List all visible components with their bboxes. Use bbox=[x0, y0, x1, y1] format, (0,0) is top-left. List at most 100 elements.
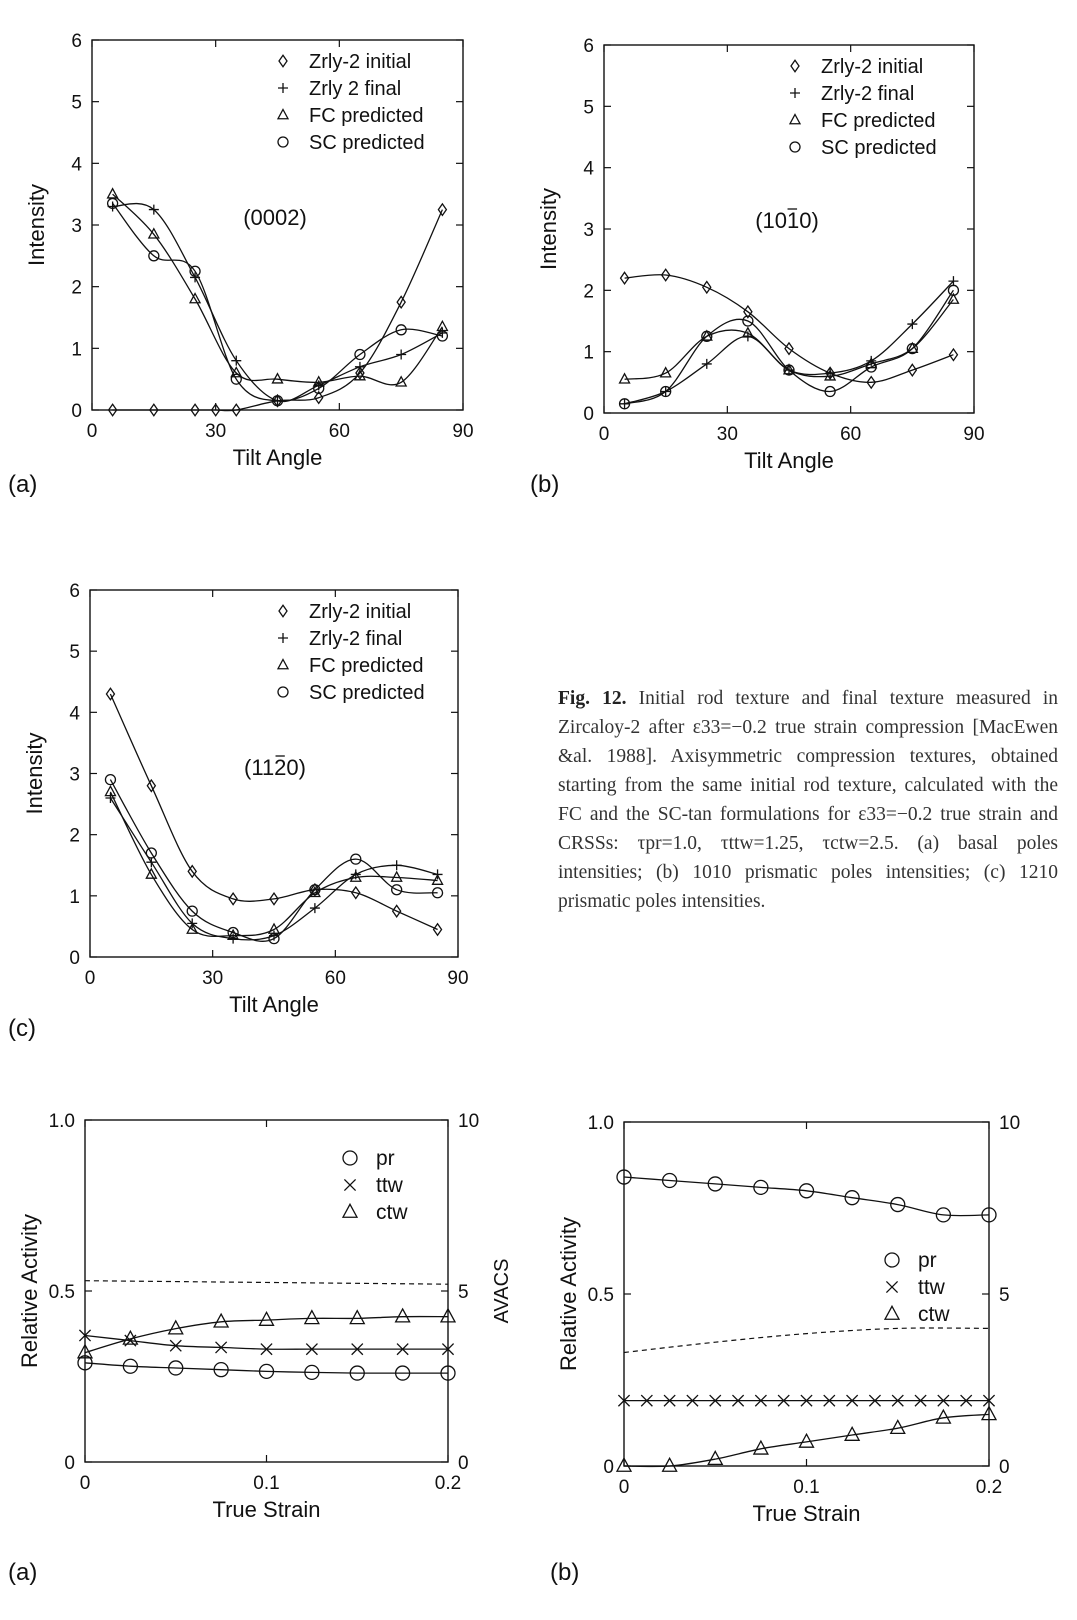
series-line-3 bbox=[109, 779, 438, 942]
legend-label: FC predicted bbox=[309, 655, 424, 677]
data-point-plus bbox=[148, 204, 159, 215]
data-point-cross bbox=[914, 1394, 927, 1407]
data-point-plus bbox=[146, 857, 157, 868]
data-point-diamond bbox=[231, 403, 242, 417]
series-line-0 bbox=[624, 274, 954, 383]
data-point-circle bbox=[104, 773, 117, 786]
data-point-cross bbox=[891, 1394, 904, 1407]
y-tick-label: 0.5 bbox=[49, 1282, 75, 1303]
data-point-triangle bbox=[76, 1343, 94, 1359]
x-tick-label: 90 bbox=[447, 968, 468, 989]
legend-label: ctw bbox=[918, 1303, 950, 1326]
legend-marker-diamond bbox=[790, 59, 800, 73]
data-point-cross bbox=[732, 1394, 745, 1407]
data-point-circle bbox=[227, 926, 239, 939]
data-point-triangle bbox=[104, 784, 117, 797]
caption-text: Initial rod texture and final texture me… bbox=[558, 688, 1058, 912]
data-point-cross bbox=[78, 1329, 92, 1342]
data-point-circle bbox=[981, 1207, 997, 1223]
x-tick-label: 30 bbox=[202, 968, 223, 989]
y-axis-label: Relative Activity bbox=[17, 1214, 42, 1368]
data-point-triangle bbox=[752, 1439, 769, 1455]
data-point-circle bbox=[395, 324, 407, 336]
data-point-triangle bbox=[167, 1319, 184, 1335]
legend-label: Zrly-2 initial bbox=[821, 56, 923, 78]
data-point-diamond bbox=[619, 271, 630, 285]
y-tick-label: 4 bbox=[583, 159, 594, 180]
data-point-triangle bbox=[935, 1408, 952, 1424]
data-point-circle bbox=[947, 284, 960, 296]
data-point-circle bbox=[309, 884, 321, 896]
panel-label: (a) bbox=[8, 471, 37, 498]
y2-tick-label: 0 bbox=[999, 1457, 1010, 1478]
data-point-diamond bbox=[396, 295, 406, 309]
data-point-cross bbox=[305, 1343, 318, 1356]
data-point-triangle bbox=[659, 366, 672, 378]
x-tick-label: 30 bbox=[205, 421, 226, 442]
y2-axis-label: AVACS bbox=[491, 1259, 513, 1324]
data-point-triangle bbox=[700, 329, 713, 341]
data-point-cross bbox=[960, 1394, 973, 1407]
legend-marker-plus bbox=[278, 83, 288, 93]
y2-tick-label: 5 bbox=[458, 1282, 469, 1303]
data-point-triangle bbox=[395, 375, 408, 387]
legend-label: Zrly-2 initial bbox=[309, 51, 411, 73]
data-point-triangle bbox=[188, 292, 202, 304]
series-line-2 bbox=[109, 791, 438, 938]
data-point-cross bbox=[709, 1394, 722, 1407]
x-tick-label: 60 bbox=[325, 968, 346, 989]
data-point-cross bbox=[441, 1343, 455, 1356]
x-tick-label: 0.2 bbox=[976, 1477, 1002, 1498]
data-point-diamond bbox=[355, 366, 365, 380]
y-tick-label: 0 bbox=[603, 1457, 614, 1478]
data-point-diamond bbox=[187, 864, 198, 879]
data-point-circle bbox=[106, 197, 119, 210]
data-point-diamond bbox=[210, 403, 221, 417]
x-tick-label: 0 bbox=[85, 968, 96, 989]
avacs-dashed-line bbox=[623, 1327, 990, 1354]
data-point-triangle bbox=[390, 870, 403, 882]
data-point-triangle bbox=[349, 870, 362, 882]
data-point-circle bbox=[271, 395, 284, 407]
x-tick-label: 30 bbox=[717, 424, 738, 445]
data-point-triangle bbox=[615, 1456, 633, 1472]
series-line-2 bbox=[84, 1315, 449, 1354]
legend-label: pr bbox=[918, 1249, 937, 1272]
legend-marker-circle bbox=[277, 136, 289, 148]
series-line-1 bbox=[84, 1334, 448, 1350]
data-point-circle bbox=[186, 905, 198, 917]
legend-marker-plus bbox=[790, 88, 800, 98]
data-point-circle bbox=[268, 933, 280, 945]
series-line-3 bbox=[624, 289, 954, 405]
data-point-triangle bbox=[889, 1419, 906, 1435]
data-point-triangle bbox=[258, 1311, 275, 1326]
data-point-triangle bbox=[303, 1309, 320, 1325]
data-point-cross bbox=[937, 1394, 950, 1407]
series-line-0 bbox=[112, 209, 443, 412]
data-point-triangle bbox=[349, 1309, 366, 1325]
data-point-cross bbox=[823, 1394, 836, 1407]
data-point-triangle bbox=[707, 1450, 724, 1466]
y-tick-label: 4 bbox=[71, 154, 82, 175]
data-point-cross bbox=[800, 1394, 813, 1407]
y-tick-label: 5 bbox=[583, 97, 594, 118]
data-point-circle bbox=[350, 853, 362, 865]
data-point-circle bbox=[168, 1360, 184, 1376]
y-tick-label: 5 bbox=[71, 93, 82, 114]
data-point-diamond bbox=[660, 268, 671, 282]
data-point-diamond bbox=[948, 347, 959, 362]
legend-label: ctw bbox=[376, 1201, 408, 1224]
y-tick-label: 3 bbox=[583, 220, 594, 241]
data-point-circle bbox=[354, 348, 366, 361]
panel-label: (a) bbox=[8, 1559, 37, 1586]
series-line-0 bbox=[84, 1362, 448, 1374]
y2-tick-label: 10 bbox=[458, 1111, 479, 1132]
x-tick-label: 0 bbox=[80, 1473, 91, 1494]
y-tick-label: 1 bbox=[71, 339, 82, 360]
data-point-plus bbox=[231, 355, 242, 366]
data-point-circle bbox=[148, 250, 160, 262]
data-point-circle bbox=[707, 1176, 723, 1192]
data-point-plus bbox=[391, 860, 402, 871]
